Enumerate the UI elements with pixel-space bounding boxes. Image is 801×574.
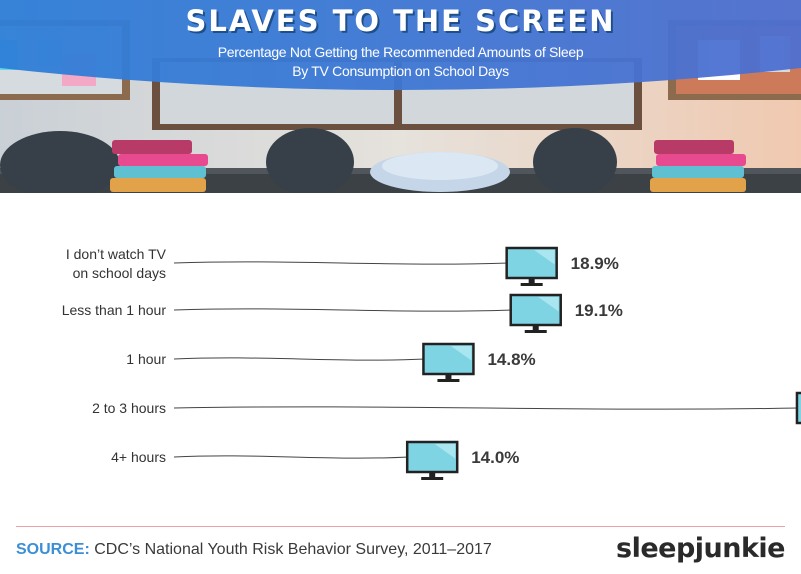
source-note: SOURCE: CDC’s National Youth Risk Behavi… (16, 541, 492, 559)
tv-sleep-chart: I don’t watch TV on school days 18.9% Less … (62, 246, 801, 480)
monitor-neck (445, 375, 452, 379)
chart-subtitle-line2: By TV Consumption on School Days (292, 63, 509, 79)
category-label: on school days (73, 265, 166, 281)
classroom-illustration (0, 0, 801, 193)
footer-divider (16, 526, 785, 527)
monitor-neck (429, 473, 436, 477)
value-label: 19.1% (575, 301, 623, 320)
value-label: 14.0% (471, 448, 519, 467)
connector-line (173, 357, 426, 361)
category-label: 4+ hours (111, 449, 166, 465)
connector-line (173, 261, 509, 265)
screen-glare (450, 346, 472, 361)
monitor-neck (532, 326, 539, 330)
category-label: Less than 1 hour (62, 302, 167, 318)
connector-line (173, 455, 410, 459)
source-text: CDC’s National Youth Risk Behavior Surve… (89, 541, 492, 558)
tv-monitor-mark (505, 246, 558, 280)
tv-monitor-mark (795, 391, 801, 425)
sleepjunkie-logo: sleepjunkie (616, 533, 786, 564)
screen-glare (534, 250, 555, 265)
connector-line (173, 308, 513, 312)
connector-line (173, 406, 799, 410)
screen-glare (538, 297, 559, 312)
monitor-stand (437, 379, 460, 382)
chart-title: SLAVES TO THE SCREEN (185, 4, 616, 38)
value-label: 14.8% (487, 350, 535, 369)
category-label: 1 hour (126, 351, 166, 367)
monitor-stand (524, 330, 547, 333)
header-illustration: SLAVES TO THE SCREEN Percentage Not Gett… (0, 0, 801, 193)
chart-subtitle-line1: Percentage Not Getting the Recommended A… (217, 44, 584, 60)
category-label: 2 to 3 hours (92, 400, 166, 416)
value-label: 18.9% (571, 254, 619, 273)
monitor-neck (528, 279, 535, 283)
source-label: SOURCE: (16, 541, 90, 558)
monitor-stand (520, 283, 543, 286)
monitor-stand (421, 477, 444, 480)
screen-glare (434, 444, 456, 459)
category-label: I don’t watch TV (66, 246, 167, 262)
